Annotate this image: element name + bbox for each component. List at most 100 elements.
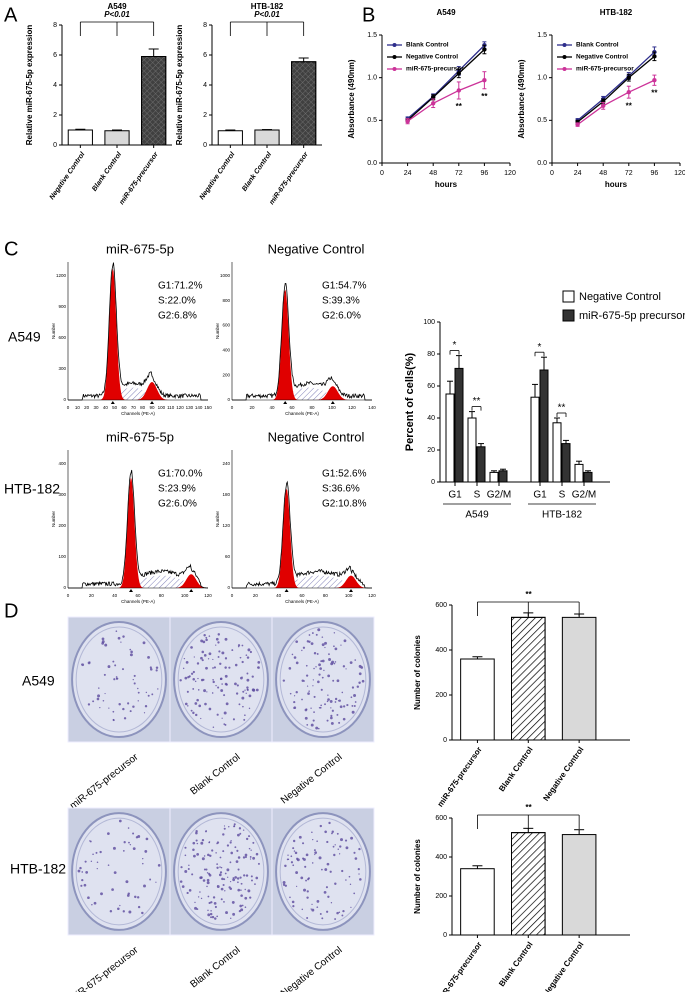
colony xyxy=(295,691,298,694)
colony xyxy=(200,678,204,682)
colony xyxy=(201,650,205,654)
colony xyxy=(332,845,335,848)
colony xyxy=(292,847,295,850)
x-tick-label: Blank Control xyxy=(497,745,534,793)
flow-x-tick: 100 xyxy=(158,405,166,410)
colony xyxy=(133,674,136,677)
colony xyxy=(301,908,304,911)
y-axis-label: Relative miR-675-5p expression xyxy=(175,25,184,146)
colony xyxy=(313,651,317,655)
colony xyxy=(208,901,211,905)
point xyxy=(626,89,631,95)
point xyxy=(601,103,606,109)
legend-marker xyxy=(562,67,567,71)
legend-label: miR-675-precursor xyxy=(576,66,634,73)
colony xyxy=(321,643,325,647)
colony xyxy=(239,876,242,879)
colony xyxy=(304,708,308,712)
legend-label: Blank Control xyxy=(406,42,449,49)
colony xyxy=(338,911,341,914)
bar xyxy=(217,130,243,146)
colony xyxy=(214,905,217,909)
colony xyxy=(311,908,315,912)
colony xyxy=(243,874,246,877)
colony xyxy=(205,636,208,639)
colony xyxy=(317,680,320,684)
flow-x-tick: 120 xyxy=(368,593,376,598)
colony xyxy=(130,650,133,654)
annotation: ** xyxy=(651,88,658,97)
colony xyxy=(358,664,362,668)
colony xyxy=(84,860,87,863)
colony xyxy=(118,703,121,706)
colony xyxy=(296,858,300,862)
colony xyxy=(237,856,241,859)
colony xyxy=(257,666,260,669)
colony xyxy=(237,644,241,647)
y-tick-label: 0 xyxy=(443,932,447,939)
colony xyxy=(310,908,312,910)
point xyxy=(482,47,487,52)
colony xyxy=(318,706,321,709)
colony xyxy=(222,850,225,853)
colony xyxy=(314,853,316,856)
colony xyxy=(113,678,116,681)
colony xyxy=(329,700,333,703)
colony xyxy=(102,699,105,702)
colony xyxy=(330,714,333,717)
flow-y-tick: 120 xyxy=(222,523,230,528)
x-tick-label: 120 xyxy=(504,170,516,177)
colony xyxy=(310,642,314,646)
colony xyxy=(184,702,188,706)
colony xyxy=(155,881,157,883)
flow-stat: G2:6.0% xyxy=(158,499,197,510)
flow-x-tick: 40 xyxy=(103,405,109,410)
colony xyxy=(212,726,215,728)
flow-y-tick: 400 xyxy=(222,348,230,353)
annotation: ** xyxy=(525,590,532,599)
colony xyxy=(354,659,357,661)
annotation: ** xyxy=(558,403,566,414)
colony xyxy=(210,916,212,919)
colony xyxy=(307,877,310,880)
colony xyxy=(252,841,255,844)
colony xyxy=(316,653,319,655)
colony xyxy=(311,862,314,864)
colony xyxy=(343,639,347,643)
y-tick-label: 60 xyxy=(427,383,435,390)
flow-y-tick: 600 xyxy=(222,323,230,328)
colony xyxy=(143,884,146,888)
colony xyxy=(200,639,204,643)
bar xyxy=(489,471,499,483)
colony xyxy=(93,901,97,905)
colony xyxy=(205,830,207,832)
colony xyxy=(295,871,299,874)
colony xyxy=(339,705,343,709)
colony xyxy=(249,650,252,654)
colony xyxy=(144,705,148,708)
colony xyxy=(288,667,292,670)
colony xyxy=(233,823,236,826)
colony xyxy=(320,704,322,707)
annotation: * xyxy=(538,342,542,353)
colony xyxy=(244,888,246,891)
colony xyxy=(224,657,228,660)
legend-marker xyxy=(392,55,397,59)
colony xyxy=(208,635,211,637)
colony xyxy=(191,873,194,876)
colony xyxy=(101,640,105,644)
colony xyxy=(304,716,308,720)
colony xyxy=(336,679,340,683)
dish xyxy=(275,621,371,738)
colony xyxy=(203,868,206,871)
colony xyxy=(248,694,252,698)
flow-x-tick: 120 xyxy=(348,405,356,410)
colony xyxy=(213,666,217,669)
colony xyxy=(351,686,355,689)
colony xyxy=(222,883,225,887)
colony xyxy=(350,906,352,908)
x-tick-label: Negative Control xyxy=(541,940,585,992)
flow-y-label: Number xyxy=(215,323,220,340)
colony xyxy=(220,866,223,869)
colony xyxy=(246,672,249,675)
